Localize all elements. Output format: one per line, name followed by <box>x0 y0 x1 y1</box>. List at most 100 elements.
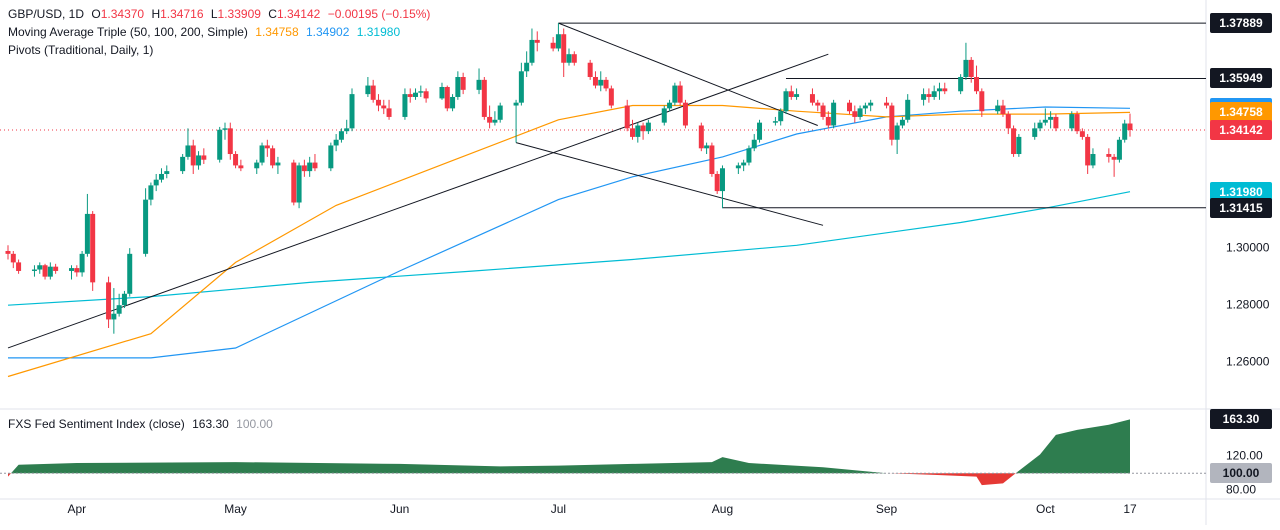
candle-body <box>529 39 535 63</box>
candle-body <box>153 179 159 186</box>
candle-body <box>307 162 313 172</box>
candle-body <box>862 105 868 109</box>
candle-body <box>1122 123 1128 140</box>
candle-body <box>423 91 429 99</box>
candle-body <box>926 94 932 97</box>
candle-body <box>889 105 895 140</box>
legend-ohlc: GBP/USD, 1D O1.34370 H1.34716 L1.33909 C… <box>8 6 434 22</box>
candle-body <box>714 173 720 192</box>
candle-body <box>31 269 37 271</box>
candle-body <box>757 122 763 140</box>
ma50-line <box>7 104 1131 378</box>
candle-body <box>90 213 96 283</box>
candle-body <box>196 155 202 166</box>
candle-body <box>1000 105 1006 115</box>
candle-body <box>5 250 11 254</box>
price-tag: 1.31980 <box>1210 181 1272 202</box>
legend-ma100: 1.34902 <box>306 25 350 39</box>
candle-body <box>407 94 413 97</box>
candle-body <box>53 266 59 271</box>
candle-body <box>783 91 789 112</box>
candle-body <box>1042 119 1048 123</box>
price-axis-tick: 1.28000 <box>1226 297 1270 311</box>
candle-body <box>148 185 154 200</box>
legend-high: 1.34716 <box>160 7 204 21</box>
candle-body <box>365 85 371 95</box>
candle-body <box>645 122 651 132</box>
candle-body <box>402 94 408 117</box>
candle-body <box>608 88 614 106</box>
candle-body <box>275 162 281 166</box>
candle-body <box>1053 116 1059 129</box>
candle-body <box>1016 136 1022 155</box>
legend-pivots: Pivots (Traditional, Daily, 1) <box>8 42 157 58</box>
candle-body <box>905 99 911 120</box>
legend-low: 1.33909 <box>217 7 261 21</box>
candle-body <box>1116 139 1122 160</box>
candle-body <box>794 94 800 97</box>
candle-body <box>227 128 233 155</box>
candle-body <box>788 91 794 97</box>
candle-body <box>587 62 593 78</box>
candle-body <box>868 102 874 106</box>
candle-body <box>936 88 942 92</box>
candle-body <box>958 77 964 92</box>
time-axis-tick: Jun <box>390 502 409 516</box>
ma200-line <box>7 191 1131 306</box>
candle-body <box>518 71 524 103</box>
candle-body <box>84 213 90 254</box>
candle-body <box>1037 122 1043 129</box>
legend-open-label: O <box>91 7 101 21</box>
legend-change: −0.00195 (−0.15%) <box>327 7 431 21</box>
candle-body <box>444 86 450 109</box>
candle-body <box>42 265 48 277</box>
candle-body <box>963 59 969 78</box>
time-axis-tick: Aug <box>712 502 733 516</box>
candle-body <box>254 162 260 169</box>
candle-body <box>381 105 387 109</box>
candle-body <box>555 34 561 49</box>
candle-body <box>328 145 334 169</box>
candle-body <box>291 162 297 203</box>
legend-ma-name: Moving Average Triple (50, 100, 200, Sim… <box>8 25 248 39</box>
legend-symbol: GBP/USD, 1D <box>8 7 85 21</box>
price-tag: 1.34142 <box>1210 119 1272 140</box>
candle-body <box>497 105 503 120</box>
sentiment-tag: 163.30 <box>1210 409 1272 430</box>
candle-body <box>238 165 244 169</box>
candle-body <box>158 173 164 180</box>
candle-body <box>1074 114 1080 132</box>
candle-body <box>121 293 127 306</box>
candle-body <box>852 111 858 117</box>
candle-body <box>979 91 985 112</box>
time-axis-tick: May <box>224 502 247 516</box>
ma100-line <box>8 106 1131 359</box>
candle-body <box>640 125 646 132</box>
candle-body <box>143 199 149 254</box>
legend-pivots-name: Pivots (Traditional, Daily, 1) <box>8 43 154 57</box>
candle-body <box>884 102 890 106</box>
price-tag: 1.31415 <box>1210 197 1272 218</box>
candle-body <box>259 145 265 163</box>
price-axis-tick: 1.26000 <box>1226 354 1270 368</box>
candle-body <box>1090 154 1096 166</box>
candle-body <box>418 91 424 93</box>
candle-body <box>598 79 604 86</box>
price-tag: 1.37889 <box>1210 13 1272 34</box>
candle-body <box>10 253 16 263</box>
candle-body <box>968 59 974 78</box>
candle-body <box>1011 128 1017 155</box>
candle-body <box>349 94 355 129</box>
candle-body <box>857 108 863 117</box>
candle-body <box>481 79 487 117</box>
candle-body <box>661 108 667 123</box>
candle-body <box>217 129 223 160</box>
legend-moving-averages: Moving Average Triple (50, 100, 200, Sim… <box>8 24 404 40</box>
trend-line <box>7 53 829 349</box>
candle-body <box>333 139 339 146</box>
trend-line <box>558 22 818 126</box>
candle-body <box>772 121 778 123</box>
candle-body <box>375 99 381 106</box>
